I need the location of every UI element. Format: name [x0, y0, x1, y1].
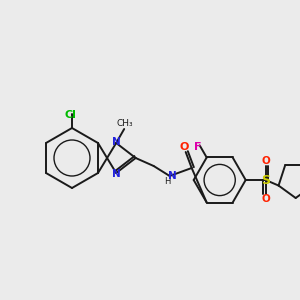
Text: O: O [261, 156, 270, 166]
Text: H: H [164, 176, 171, 185]
Text: O: O [261, 194, 270, 204]
Text: Cl: Cl [64, 110, 76, 120]
Text: N: N [112, 137, 121, 147]
Text: CH₃: CH₃ [117, 119, 134, 128]
Text: N: N [112, 169, 121, 179]
Text: S: S [261, 173, 270, 187]
Text: N: N [168, 171, 177, 181]
Text: O: O [180, 142, 189, 152]
Text: F: F [194, 142, 201, 152]
